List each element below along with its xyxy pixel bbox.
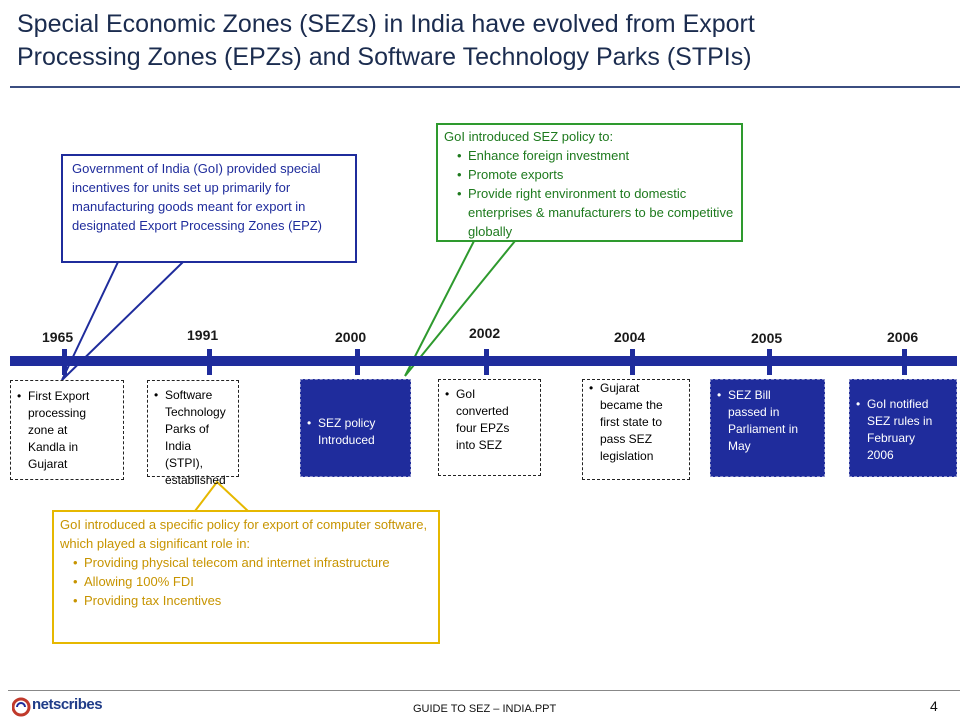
sez-callout-item: Provide right environment to domestic en… (454, 184, 735, 241)
sez-callout-item: Promote exports (454, 165, 735, 184)
event-line: became the (600, 398, 663, 412)
event-box-2004: Gujarat became the first state to pass S… (582, 379, 690, 480)
page-number: 4 (930, 698, 938, 714)
event-line: pass SEZ (600, 432, 653, 446)
timeline-tick (630, 349, 635, 375)
year-label: 2004 (614, 329, 646, 345)
stpi-callout-item: Providing physical telecom and internet … (70, 553, 432, 572)
year-label: 2006 (887, 329, 919, 345)
event-line: four EPZs (456, 421, 510, 435)
timeline-tick (62, 349, 67, 375)
event-box-2002: GoI converted four EPZs into SEZ (438, 379, 541, 476)
event-text: GoI converted four EPZs into SEZ (443, 386, 536, 454)
timeline-tick (902, 349, 907, 375)
event-line: Parliament in (728, 422, 799, 436)
event-text: Gujarat became the first state to pass S… (587, 380, 685, 465)
title-divider (10, 86, 960, 88)
event-line: (STPI), (165, 456, 203, 470)
event-box-2000: SEZ policy Introduced (300, 379, 411, 477)
event-box-2006: GoI notified SEZ rules in February 2006 (849, 379, 957, 477)
timeline-tick (207, 349, 212, 375)
event-line: SEZ rules in (867, 414, 933, 428)
netscribes-logo: netscribes (11, 696, 122, 718)
stpi-callout-item: Allowing 100% FDI (70, 572, 432, 591)
sez-callout-list: Enhance foreign investment Promote expor… (454, 146, 735, 241)
event-line: processing (28, 406, 87, 420)
stpi-callout-list: Providing physical telecom and internet … (70, 553, 432, 610)
event-line: passed in (728, 405, 780, 419)
event-line: SEZ policy (318, 416, 376, 430)
event-line: 2006 (867, 448, 894, 462)
event-line: Gujarat (28, 457, 68, 471)
event-line: February (867, 431, 916, 445)
event-line: Software (165, 388, 213, 402)
event-box-1965: First Export processing zone at Kandla i… (10, 380, 124, 480)
event-line: Introduced (318, 433, 375, 447)
event-line: Technology (165, 405, 226, 419)
logo-icon (11, 697, 31, 717)
sez-callout-item: Enhance foreign investment (454, 146, 735, 165)
event-text: Software Technology Parks of India (STPI… (152, 387, 234, 489)
timeline-tick (767, 349, 772, 375)
event-line: GoI notified (867, 397, 929, 411)
event-line: established (165, 473, 226, 487)
epz-callout-text: Government of India (GoI) provided speci… (72, 161, 323, 233)
stpi-callout-heading: GoI introduced a specific policy for exp… (60, 517, 428, 551)
slide-title: Special Economic Zones (SEZs) in India h… (17, 8, 957, 74)
event-line: into SEZ (456, 438, 503, 452)
footer-divider (8, 690, 960, 691)
event-line: first state to (600, 415, 663, 429)
epz-callout: Government of India (GoI) provided speci… (61, 154, 357, 263)
event-box-1991: Software Technology Parks of India (STPI… (147, 380, 239, 487)
timeline-tick (355, 349, 360, 375)
event-line: GoI (456, 387, 476, 401)
event-box-2005: SEZ Bill passed in Parliament in May (710, 379, 825, 477)
year-label: 2005 (751, 330, 783, 346)
event-line: Parks of India (165, 422, 210, 453)
year-label: 2000 (335, 329, 367, 345)
event-line: legislation (600, 449, 654, 463)
timeline-axis (10, 356, 957, 366)
event-line: zone at (28, 423, 68, 437)
event-text: First Export processing zone at Kandla i… (15, 388, 119, 473)
stpi-callout: GoI introduced a specific policy for exp… (52, 510, 440, 644)
event-line: Gujarat (600, 381, 640, 395)
event-line: First Export (28, 389, 90, 403)
event-line: Kandla in (28, 440, 79, 454)
sez-callout: GoI introduced SEZ policy to: Enhance fo… (436, 123, 743, 242)
stpi-callout-item: Providing tax Incentives (70, 591, 432, 610)
slide-title-line-2: Processing Zones (EPZs) and Software Tec… (17, 43, 752, 71)
timeline-tick (484, 349, 489, 375)
event-line: converted (456, 404, 509, 418)
event-text: SEZ policy Introduced (305, 415, 406, 449)
event-line: May (728, 439, 751, 453)
year-label: 2002 (469, 325, 501, 341)
document-name: GUIDE TO SEZ – INDIA.PPT (413, 703, 557, 715)
event-line: SEZ Bill (728, 388, 771, 402)
year-label: 1991 (187, 327, 219, 343)
event-text: GoI notified SEZ rules in February 2006 (854, 396, 952, 464)
slide-title-line-1: Special Economic Zones (SEZs) in India h… (17, 10, 755, 38)
event-text: SEZ Bill passed in Parliament in May (715, 387, 820, 455)
year-label: 1965 (42, 329, 74, 345)
logo-text: netscribes (32, 696, 103, 713)
sez-callout-heading: GoI introduced SEZ policy to: (444, 129, 614, 144)
